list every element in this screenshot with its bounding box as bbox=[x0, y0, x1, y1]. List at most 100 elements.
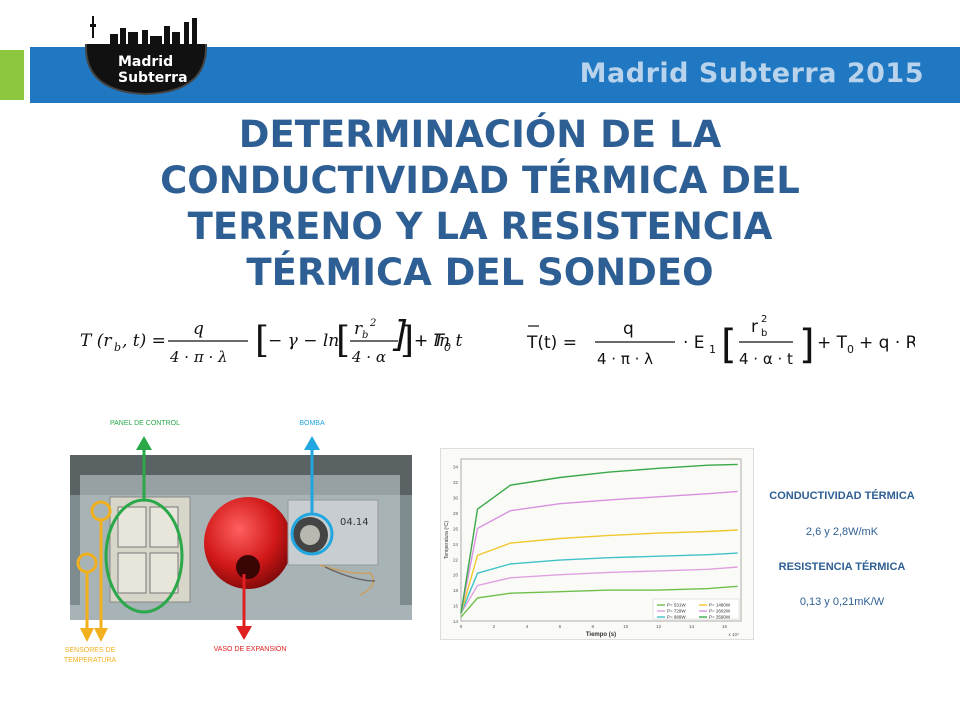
y-tick-label: 32 bbox=[453, 480, 459, 485]
label-sensores: SENSORES DE TEMPERATURA bbox=[50, 646, 130, 666]
logo-text-1: Madrid bbox=[118, 54, 173, 70]
x-tick-label: 10 bbox=[623, 624, 629, 629]
series-line bbox=[460, 566, 738, 614]
x-tick-label: 16 bbox=[722, 624, 728, 629]
x-axis-exponent: x 10⁴ bbox=[729, 632, 740, 637]
svg-text:4 · π · λ: 4 · π · λ bbox=[597, 350, 653, 368]
bomba-highlight bbox=[290, 512, 334, 556]
sensor-highlight-1 bbox=[90, 500, 112, 522]
temperature-chart: 14 16 18 20 22 24 26 28 30 32 34 0 2 4 6 8 10 12 14 16 Tiemp… bbox=[440, 448, 754, 640]
svg-text:[: [ bbox=[336, 320, 350, 361]
chart-legend bbox=[652, 598, 740, 620]
series-line bbox=[460, 552, 738, 614]
sticker-text: 04.14 bbox=[340, 517, 369, 528]
svg-text:4 · α: 4 · α bbox=[351, 348, 386, 366]
svg-text:+ ln t: + ln t bbox=[414, 331, 462, 351]
svg-text:T (r: T (r bbox=[80, 331, 112, 351]
svg-text:]: ] bbox=[400, 320, 414, 361]
y-tick-label: 18 bbox=[453, 588, 459, 593]
panel-arrowhead bbox=[136, 436, 152, 450]
label-sensores-line-1: SENSORES DE bbox=[64, 647, 116, 654]
x-tick-label: 8 bbox=[592, 624, 595, 629]
svg-text:, t) =: , t) = bbox=[122, 331, 166, 351]
accent-tab bbox=[0, 50, 24, 100]
svg-text:b: b bbox=[362, 330, 368, 341]
svg-text:· E: · E bbox=[683, 333, 705, 353]
legend-label: P= 3590W bbox=[709, 615, 731, 620]
svg-text:T(t) =: T(t) = bbox=[526, 333, 577, 353]
title-line-3: TERRENO Y LA RESISTENCIA bbox=[187, 205, 773, 248]
label-sensores-line-2: TEMPERATURA bbox=[63, 657, 117, 664]
series-line bbox=[460, 529, 738, 614]
svg-text:4 · π · λ: 4 · π · λ bbox=[169, 348, 228, 366]
svg-text:2: 2 bbox=[761, 314, 767, 325]
svg-text:− γ − ln: − γ − ln bbox=[268, 331, 339, 351]
y-tick-label: 14 bbox=[453, 619, 459, 624]
svg-text:+ T: + T bbox=[414, 331, 446, 351]
svg-text:r: r bbox=[354, 319, 363, 339]
y-tick-label: 28 bbox=[453, 511, 459, 516]
page-title: DETERMINACIÓN DE LA CONDUCTIVIDAD TÉRMIC… bbox=[90, 112, 870, 296]
svg-text:+ q · R: + q · R bbox=[859, 333, 915, 353]
svg-text:1: 1 bbox=[709, 343, 716, 356]
label-bomba: BOMBA bbox=[299, 420, 325, 427]
svg-text:]: ] bbox=[799, 322, 815, 368]
x-tick-label: 12 bbox=[656, 624, 662, 629]
svg-text:[: [ bbox=[255, 320, 269, 361]
label-vaso-expansion: VASO DE EXPANSIÓN bbox=[213, 646, 287, 653]
svg-text:b: b bbox=[114, 341, 121, 354]
legend-label: P= 729W bbox=[667, 609, 686, 614]
y-tick-label: 16 bbox=[453, 604, 459, 609]
x-tick-label: 0 bbox=[460, 624, 463, 629]
resistance-value: 0,13 y 0,21mK/W bbox=[799, 596, 885, 608]
panel-highlight bbox=[104, 498, 184, 614]
title-line-4: TÉRMICA DEL SONDEO bbox=[246, 251, 714, 294]
logo-text-2: Subterra bbox=[118, 70, 188, 86]
svg-text:r: r bbox=[751, 317, 758, 337]
x-tick-label: 6 bbox=[559, 624, 562, 629]
svg-text:2: 2 bbox=[369, 318, 376, 329]
svg-text:4 · α · t: 4 · α · t bbox=[739, 350, 793, 368]
svg-text:0: 0 bbox=[847, 343, 854, 356]
x-tick-label: 2 bbox=[493, 624, 496, 629]
title-line-1: DETERMINACIÓN DE LA bbox=[238, 113, 722, 156]
x-axis-label: Tiempo (s) bbox=[586, 632, 616, 638]
x-tick-label: 14 bbox=[689, 624, 695, 629]
y-axis-label: Temperatura (ºC) bbox=[444, 521, 450, 560]
x-tick-label: 4 bbox=[526, 624, 529, 629]
svg-text:]: ] bbox=[392, 314, 408, 355]
brand-title: Madrid Subterra 2015 bbox=[579, 58, 924, 89]
legend-label: P= 2602W bbox=[709, 609, 731, 614]
svg-text:q: q bbox=[193, 319, 204, 339]
vaso-arrowhead bbox=[236, 626, 252, 640]
resistance-heading: RESISTENCIA TÉRMICA bbox=[778, 561, 906, 573]
series-line bbox=[460, 490, 738, 614]
equipment-photo: 04.14 bbox=[70, 455, 412, 620]
series-line bbox=[460, 463, 738, 614]
y-tick-label: 22 bbox=[453, 557, 459, 562]
svg-text:0: 0 bbox=[444, 341, 451, 354]
svg-text:+ T: + T bbox=[817, 333, 848, 353]
conductivity-heading: CONDUCTIVIDAD TÉRMICA bbox=[769, 490, 915, 502]
y-tick-label: 24 bbox=[453, 542, 459, 547]
madrid-subterra-logo: Madrid Subterra bbox=[84, 16, 208, 96]
bomba-arrowhead bbox=[304, 436, 320, 450]
y-tick-label: 20 bbox=[453, 573, 459, 578]
series-line bbox=[460, 585, 738, 618]
svg-text:q: q bbox=[623, 319, 634, 339]
conductivity-value: 2,6 y 2,8W/mK bbox=[805, 526, 879, 538]
y-tick-label: 30 bbox=[453, 496, 459, 501]
chart-plot-area bbox=[460, 458, 742, 622]
label-panel-de-control: PANEL DE CONTROL bbox=[109, 420, 180, 427]
legend-label: P= 531W bbox=[667, 603, 686, 608]
legend-label: P= 989W bbox=[667, 615, 686, 620]
legend-label: P= 1480W bbox=[709, 603, 731, 608]
svg-text:[: [ bbox=[721, 322, 737, 368]
sensor-highlight-2 bbox=[76, 552, 98, 574]
title-line-2: CONDUCTIVIDAD TÉRMICA DEL bbox=[160, 159, 800, 202]
y-tick-label: 26 bbox=[453, 526, 459, 531]
